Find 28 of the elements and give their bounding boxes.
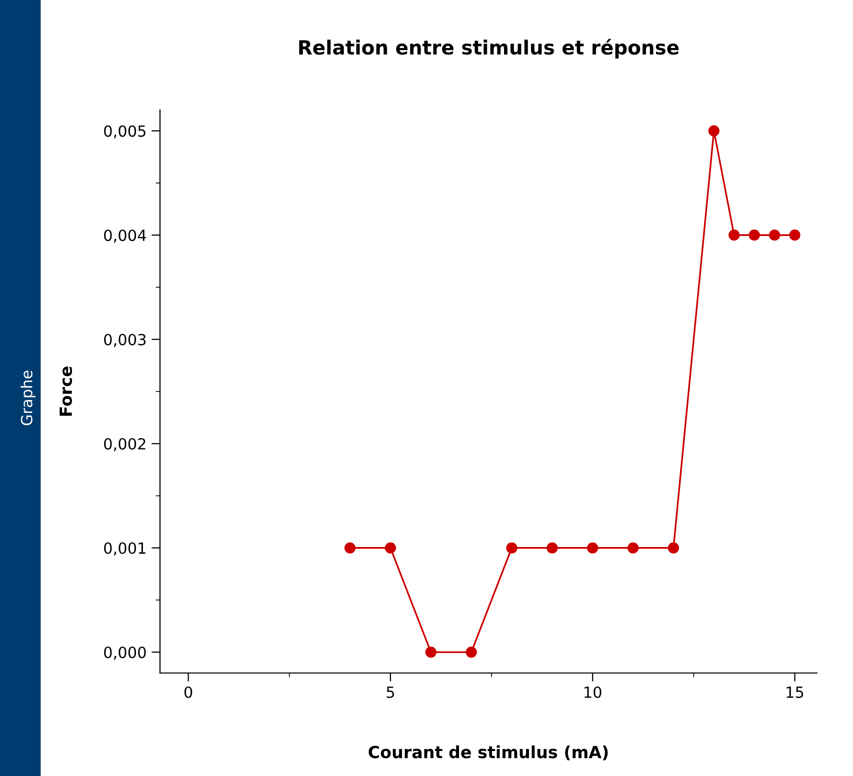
point <box>789 230 800 241</box>
point <box>768 230 780 241</box>
point <box>506 542 518 554</box>
y-tick-label: 0,001 <box>104 542 146 556</box>
point <box>748 230 760 241</box>
y-tick-label: 0,002 <box>104 438 146 452</box>
point <box>425 646 436 658</box>
point <box>546 542 558 554</box>
point <box>627 542 639 554</box>
y-tick-label: 0,005 <box>104 125 146 138</box>
point <box>466 646 477 658</box>
y-tick-label: 0,004 <box>104 230 146 243</box>
x-tick-label: 0 <box>184 686 192 698</box>
x-tick-label: 15 <box>786 686 804 698</box>
y-axis-title: Force <box>60 366 72 416</box>
y-tick-label: 0,003 <box>104 334 146 347</box>
point <box>344 542 356 554</box>
chart-title: Relation entre stimulus et réponse <box>299 38 679 58</box>
point <box>708 125 720 136</box>
point <box>728 230 740 241</box>
point <box>587 542 598 554</box>
text: Graphe <box>20 370 36 426</box>
x-tick-label: 5 <box>386 686 394 698</box>
x-axis-title: Courant de stimulus (mA) <box>368 745 608 760</box>
y-tick-label: 0,000 <box>104 646 146 660</box>
x-tick-label: 10 <box>584 686 602 698</box>
point <box>384 542 396 554</box>
point <box>668 542 680 554</box>
